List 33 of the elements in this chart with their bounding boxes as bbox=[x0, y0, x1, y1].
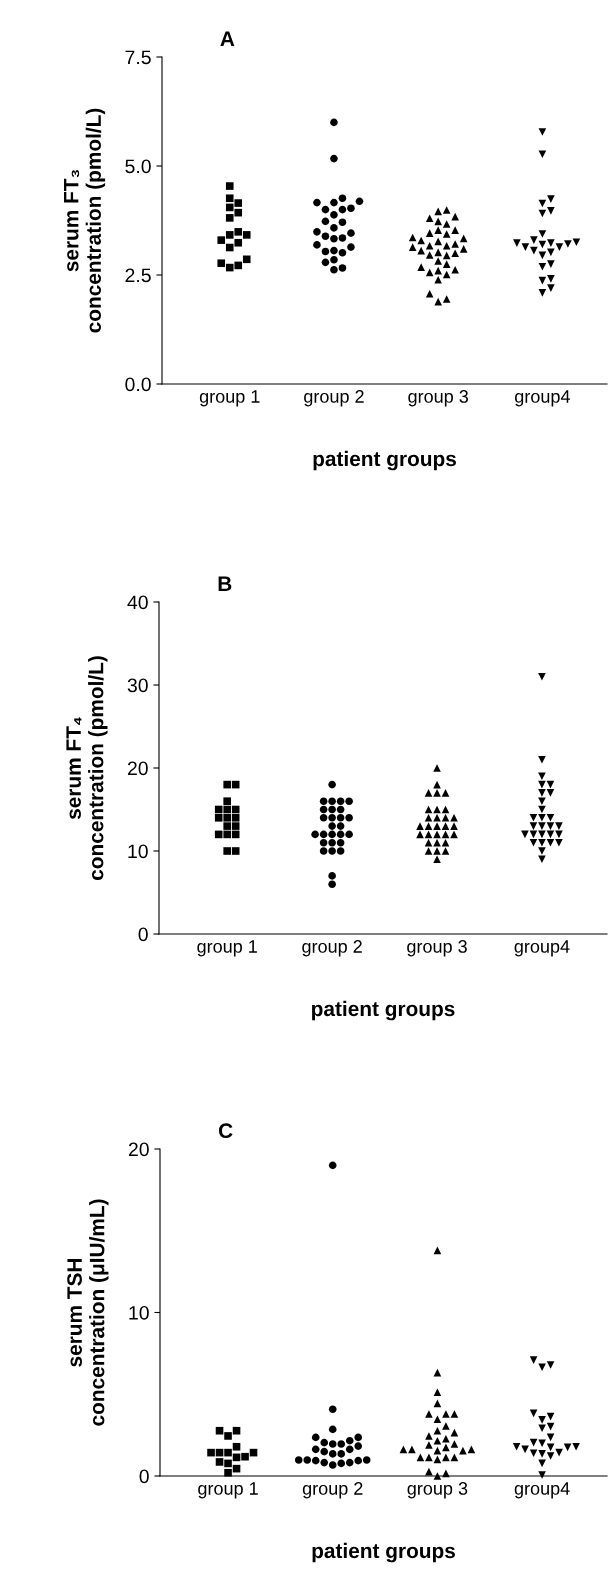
chart-title: C bbox=[218, 1123, 233, 1139]
chart-title: B bbox=[218, 576, 232, 591]
x-tick-label: group 1 bbox=[198, 1482, 258, 1499]
x-tick-label: group 3 bbox=[407, 940, 467, 957]
x-tick-label: group 1 bbox=[199, 390, 260, 407]
y-tick-label: 10 bbox=[129, 1305, 149, 1320]
x-tick-label: group4 bbox=[514, 1482, 570, 1499]
y-tick-label: 20 bbox=[127, 761, 148, 776]
y-axis-title: serum TSH concentration (μIU/mL) bbox=[67, 1199, 109, 1426]
y-tick-label: 30 bbox=[127, 678, 148, 693]
y-axis-title: serum FT₃ concentration (pmol/L) bbox=[64, 108, 106, 333]
x-axis-title: patient groups bbox=[312, 1542, 455, 1563]
x-tick-label: group 2 bbox=[302, 940, 362, 957]
y-tick-label: 0.0 bbox=[125, 377, 151, 392]
x-axis-title: patient groups bbox=[312, 1000, 455, 1021]
x-tick-label: group 3 bbox=[408, 390, 468, 407]
x-tick-label: group 3 bbox=[407, 1482, 468, 1499]
y-tick-label: 20 bbox=[128, 1142, 149, 1157]
y-tick-label: 0 bbox=[138, 927, 148, 942]
x-axis-title: patient groups bbox=[313, 450, 456, 471]
y-axis-title: serum FT₄ concentration (pmol/L) bbox=[66, 656, 108, 881]
x-tick-label: group4 bbox=[514, 940, 570, 957]
chart-title: A bbox=[220, 31, 235, 46]
x-tick-label: group4 bbox=[515, 390, 570, 407]
x-tick-label: group 1 bbox=[197, 940, 257, 957]
y-tick-label: 10 bbox=[128, 844, 148, 859]
y-tick-label: 0 bbox=[139, 1469, 149, 1484]
y-tick-label: 7.5 bbox=[125, 50, 151, 65]
y-tick-label: 2.5 bbox=[125, 268, 151, 283]
y-tick-label: 5.0 bbox=[125, 159, 151, 174]
x-tick-label: group 2 bbox=[302, 1482, 363, 1499]
y-tick-label: 40 bbox=[127, 595, 148, 610]
x-tick-label: group 2 bbox=[304, 390, 364, 407]
